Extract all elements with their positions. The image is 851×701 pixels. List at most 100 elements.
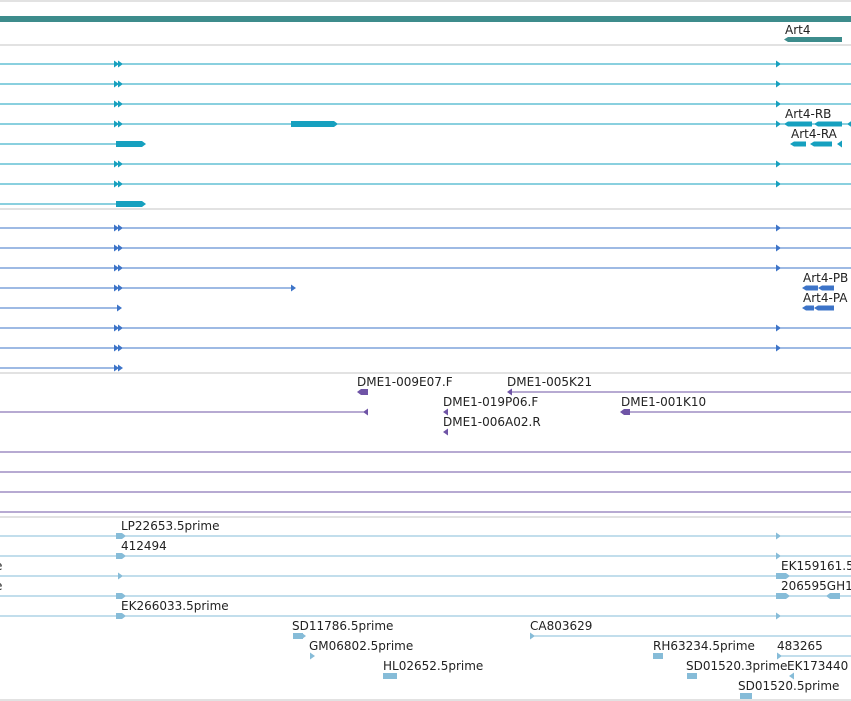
- arrow-right-icon: [776, 180, 781, 188]
- arrow-right-icon: [118, 264, 123, 272]
- arrow-right-icon: [776, 264, 781, 272]
- arrow-right-icon: [114, 264, 119, 272]
- arrow-right-icon: [118, 344, 123, 352]
- transcript-label-art4-rb: Art4-RB: [785, 107, 831, 121]
- arrow-right-icon: [118, 100, 123, 108]
- est-label: GM06802.5prime: [309, 639, 413, 653]
- arrow-right-icon: [777, 652, 782, 660]
- feature-block: [138, 201, 146, 207]
- feature-block: [116, 553, 126, 559]
- feature-block: [810, 141, 832, 147]
- arrow-right-icon: [776, 60, 781, 68]
- gene-label-art4: Art4: [785, 23, 810, 37]
- arrow-right-icon: [114, 364, 119, 372]
- gene-track-bar: [0, 16, 851, 22]
- arrow-right-icon: [291, 284, 296, 292]
- arrow-right-icon: [114, 180, 119, 188]
- arrow-right-icon: [776, 532, 781, 540]
- arrow-right-icon: [118, 160, 123, 168]
- feature-block: [620, 409, 630, 415]
- feature-block: [790, 141, 806, 147]
- arrow-right-icon: [776, 612, 781, 620]
- feature-block: [826, 593, 840, 599]
- arrow-right-icon: [776, 552, 781, 560]
- est-label-cut: e: [0, 579, 2, 593]
- est-label: 206595GH1: [781, 579, 851, 593]
- arrow-right-icon: [776, 100, 781, 108]
- est-label: CA803629: [530, 619, 592, 633]
- arrow-right-icon: [118, 224, 123, 232]
- arrow-left-icon: [847, 121, 851, 127]
- transcript-label-art4-ra: Art4-RA: [791, 127, 838, 141]
- est-label-cut: e: [0, 559, 2, 573]
- feature-block: [784, 37, 842, 42]
- bac-label: DME1-001K10: [621, 395, 706, 409]
- arrow-right-icon: [776, 224, 781, 232]
- arrow-right-icon: [114, 120, 119, 128]
- arrow-right-icon: [530, 632, 535, 640]
- feature-block: [300, 633, 306, 639]
- est-label: EK173440: [787, 659, 848, 673]
- arrow-right-icon: [776, 244, 781, 252]
- feature-block: [116, 613, 126, 619]
- arrow-right-icon: [114, 244, 119, 252]
- est-label: EK266033.5prime: [121, 599, 229, 613]
- est-label: RH63234.5prime: [653, 639, 755, 653]
- feature-block: [357, 389, 368, 395]
- arrow-right-icon: [118, 572, 123, 580]
- est-label: SD01520.3prime: [686, 659, 787, 673]
- arrow-right-icon: [776, 80, 781, 88]
- bac-label: DME1-005K21: [507, 375, 592, 389]
- arrow-right-icon: [114, 80, 119, 88]
- arrow-right-icon: [114, 344, 119, 352]
- arrow-right-icon: [114, 100, 119, 108]
- est-label: EK159161.5: [781, 559, 851, 573]
- feature-block: [291, 121, 338, 127]
- arrow-right-icon: [114, 224, 119, 232]
- feature-block: [814, 305, 834, 311]
- arrow-left-icon: [443, 428, 448, 436]
- arrow-right-icon: [776, 120, 781, 128]
- feature-block: [116, 593, 126, 599]
- feature-block: [687, 673, 697, 679]
- est-label: SD01520.5prime: [738, 679, 839, 693]
- arrow-right-icon: [118, 244, 123, 252]
- arrow-left-icon: [789, 672, 794, 680]
- est-label: SD11786.5prime: [292, 619, 393, 633]
- arrow-right-icon: [118, 364, 123, 372]
- feature-block: [116, 533, 126, 539]
- est-label: HL02652.5prime: [383, 659, 483, 673]
- arrow-right-icon: [310, 652, 315, 660]
- feature-block: [116, 141, 142, 147]
- arrow-right-icon: [114, 160, 119, 168]
- feature-block: [802, 285, 818, 291]
- feature-block: [776, 573, 790, 579]
- feature-block: [383, 673, 397, 679]
- feature-block: [293, 633, 303, 639]
- feature-block: [814, 121, 842, 127]
- feature-block: [138, 141, 146, 147]
- bac-label: DME1-009E07.F: [357, 375, 453, 389]
- feature-block: [784, 121, 812, 127]
- arrow-right-icon: [118, 120, 123, 128]
- est-label: LP22653.5prime: [121, 519, 220, 533]
- arrow-left-icon: [443, 408, 448, 416]
- transcript-label-art4-pb: Art4-PB: [803, 271, 848, 285]
- feature-block: [802, 305, 814, 311]
- arrow-left-icon: [837, 140, 842, 148]
- arrow-right-icon: [776, 344, 781, 352]
- arrow-left-icon: [507, 388, 512, 396]
- feature-block: [653, 653, 663, 659]
- transcript-label-art4-pa: Art4-PA: [803, 291, 848, 305]
- arrow-right-icon: [118, 180, 123, 188]
- bac-label: DME1-006A02.R: [443, 415, 541, 429]
- feature-block: [818, 285, 834, 291]
- feature-block: [116, 201, 142, 207]
- feature-block: [740, 693, 752, 699]
- arrow-right-icon: [117, 304, 122, 312]
- est-label: 483265: [777, 639, 823, 653]
- est-label: 412494: [121, 539, 167, 553]
- arrow-right-icon: [114, 284, 119, 292]
